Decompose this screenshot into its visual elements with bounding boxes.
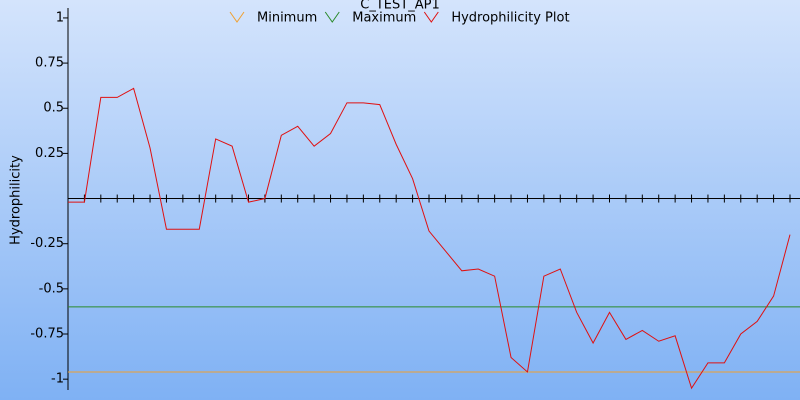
y-tick-label: 0.5 (43, 101, 64, 116)
legend: Minimum Maximum Hydrophilicity Plot (229, 11, 570, 26)
y-tick-label: 0.25 (35, 146, 64, 161)
legend-label: Minimum (257, 11, 317, 26)
chart-title: C_TEST_AP1 (360, 0, 439, 13)
legend-label: Maximum (352, 11, 416, 26)
data-line (68, 87, 791, 390)
legend-icon (229, 11, 245, 23)
legend-label: Hydrophilicity Plot (451, 11, 569, 26)
y-tick-label: -0.25 (30, 236, 64, 251)
y-tick-label: -0.5 (39, 281, 64, 296)
y-tick-label: -0.75 (30, 327, 64, 342)
y-axis-label: Hydrophilicity (9, 155, 24, 245)
legend-icon (324, 11, 340, 23)
y-tick-label: 1 (56, 10, 64, 25)
legend-icon (423, 11, 439, 23)
y-tick-label: 0.75 (35, 56, 64, 71)
y-tick-label: -1 (51, 372, 64, 387)
